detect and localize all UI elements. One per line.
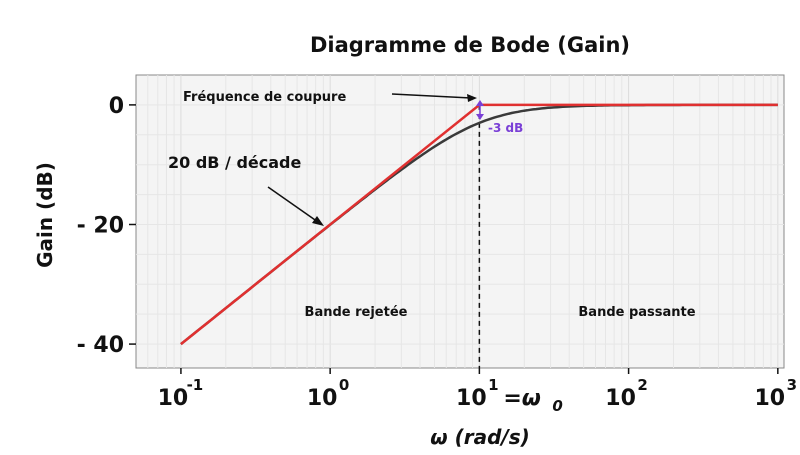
x-axis-label: ω (rad/s): [430, 425, 530, 449]
x-tick-label: 10: [307, 386, 338, 411]
grid: [136, 75, 784, 368]
rejected-band-label: Bande rejetée: [305, 305, 408, 320]
y-tick-label: 0: [109, 94, 124, 119]
y-tick-label: - 20: [77, 213, 124, 238]
x-tick-label: 10: [158, 386, 189, 411]
pass-band-label: Bande passante: [578, 305, 695, 320]
cutoff-arrow: [391, 93, 472, 99]
cutoff-frequency-label: Fréquence de coupure: [183, 90, 346, 105]
y-tick-labels: 0 - 20 - 40: [77, 94, 136, 358]
omega0-subscript: 0: [552, 397, 562, 415]
chart-title: Diagramme de Bode (Gain): [310, 33, 630, 57]
slope-arrow-head: [312, 216, 324, 226]
x-tick-exponent: 2: [637, 376, 647, 394]
x-tick-label: 10: [456, 386, 487, 411]
x-tick-exponent: 1: [488, 376, 498, 394]
minus3db-arrow-down: [476, 114, 484, 120]
y-axis-label: Gain (dB): [33, 162, 57, 268]
minus3db-label: -3 dB: [488, 121, 523, 135]
slope-arrow: [267, 186, 319, 223]
x-tick-exponent: -1: [187, 376, 204, 394]
x-tick-exponent: 3: [787, 376, 797, 394]
annotations: Fréquence de coupure 20 dB / décade -3 d…: [168, 90, 696, 320]
slope-label: 20 dB / décade: [168, 153, 302, 172]
y-tick-label: - 40: [77, 333, 124, 358]
omega0-label: =ω: [503, 386, 541, 411]
x-tick-exponent: 0: [339, 376, 349, 394]
minus3db-arrow-up: [476, 100, 484, 106]
cutoff-arrow-head: [467, 94, 477, 102]
x-tick-label: 10: [605, 386, 636, 411]
plot-area: [135, 74, 785, 369]
x-tick-label: 10: [755, 386, 786, 411]
